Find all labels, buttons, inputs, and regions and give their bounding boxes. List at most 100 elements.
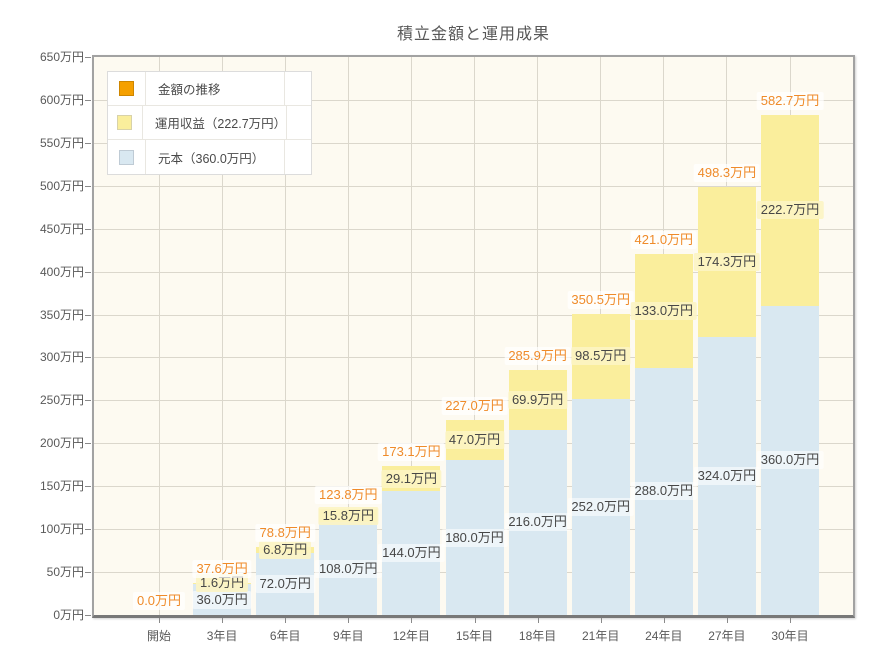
x-axis-label: 12年目 (392, 629, 431, 643)
y-axis-label: 100万円 (39, 522, 84, 537)
legend: 金額の推移 運用収益（222.7万円） 元本（360.0万円） (107, 71, 312, 175)
total-value-label: 78.8万円 (255, 524, 315, 543)
gridline-horizontal (94, 99, 853, 101)
y-axis-tick (85, 99, 91, 101)
x-axis-tick (600, 618, 602, 623)
x-axis-label: 24年目 (645, 629, 683, 643)
legend-item: 金額の推移 (108, 72, 311, 106)
x-axis-label: 開始 (146, 629, 172, 643)
gridline-vertical (474, 57, 475, 615)
y-axis-label: 450万円 (39, 221, 84, 236)
y-axis-tick (85, 443, 91, 445)
gridline-vertical (221, 57, 223, 615)
x-axis-label: 21年目 (582, 629, 620, 643)
x-axis-tick (726, 618, 728, 623)
x-axis-tick (663, 618, 665, 623)
gridline-horizontal (94, 357, 853, 359)
y-axis-label: 550万円 (39, 135, 84, 150)
x-axis-label: 27年目 (708, 629, 746, 643)
y-axis-tick (85, 400, 91, 402)
gridline-horizontal (94, 142, 853, 144)
x-axis-label: 18年目 (518, 629, 557, 643)
bar-group: 252.0万円 98.5万円 350.5万円 (567, 57, 634, 615)
y-axis-label: 250万円 (39, 393, 84, 408)
total-value-label: 498.3万円 (693, 164, 761, 183)
legend-item: 元本（360.0万円） (108, 140, 311, 174)
x-axis-label: 3年目 (206, 629, 238, 643)
y-axis-tick (85, 357, 91, 359)
gridline-vertical (284, 57, 286, 615)
y-axis-tick (85, 615, 91, 616)
gridline-horizontal (94, 185, 853, 187)
profit-value-label: 133.0万円 (630, 301, 698, 320)
profit-value-label: 15.8万円 (318, 506, 378, 525)
profit-value-label: 29.1万円 (381, 469, 442, 488)
x-axis-tick (790, 618, 791, 623)
principal-value-label: 180.0万円 (441, 528, 508, 547)
bar-group: 360.0万円 222.7万円 582.7万円 (756, 57, 824, 615)
y-axis-tick (85, 185, 91, 187)
principal-value-label: 288.0万円 (630, 482, 698, 501)
y-axis-label: 350万円 (39, 307, 84, 322)
total-value-label: 285.9万円 (504, 346, 571, 365)
y-axis-label: 150万円 (39, 479, 84, 494)
bar-group: 144.0万円 29.1万円 173.1万円 (378, 57, 445, 615)
profit-value-label: 6.8万円 (259, 541, 312, 560)
bar-group: 180.0万円 47.0万円 227.0万円 (441, 57, 508, 615)
bar-group: 324.0万円 174.3万円 498.3万円 (693, 57, 761, 615)
total-value-label: 37.6万円 (192, 559, 252, 578)
y-axis-tick (85, 314, 91, 316)
y-axis-label: 500万円 (39, 178, 84, 193)
total-value-label: 227.0万円 (441, 397, 508, 416)
y-axis-tick (85, 572, 91, 574)
y-axis-label: 300万円 (39, 350, 84, 365)
legend-swatch-cell (108, 72, 146, 105)
y-axis-label: 400万円 (39, 264, 84, 279)
bar-group: 36.0万円 1.6万円 37.6万円 (192, 57, 252, 615)
legend-end-cell (287, 106, 311, 139)
profit-value-label: 69.9万円 (507, 390, 568, 409)
x-axis-tick (348, 618, 350, 623)
legend-swatch (119, 81, 134, 96)
total-value-label: 421.0万円 (630, 230, 698, 249)
y-axis-label: 650万円 (39, 50, 84, 64)
gridline-vertical (347, 57, 349, 615)
profit-value-label: 47.0万円 (444, 431, 505, 450)
x-axis-tick (537, 618, 539, 623)
y-axis-label: 0万円 (53, 608, 84, 622)
total-value-label: 173.1万円 (378, 443, 445, 462)
plot-area: 0.0万円 36.0万円 1.6万円 37.6万円 72.0万円 6.8万円 78.8万円 1… (92, 55, 855, 618)
x-axis-label: 30年目 (771, 629, 809, 643)
gridline-horizontal (94, 314, 853, 316)
bar-group: 288.0万円 133.0万円 421.0万円 (630, 57, 698, 615)
gridline-vertical (158, 57, 160, 615)
profit-value-label: 174.3万円 (693, 253, 761, 272)
chart-title: 積立金額と運用成果 (396, 26, 550, 43)
y-axis-tick (85, 529, 91, 531)
legend-end-cell (285, 72, 311, 105)
gridline-vertical (410, 57, 412, 615)
total-value-label: 350.5万円 (567, 291, 634, 310)
legend-swatch-cell (108, 106, 143, 139)
bar-group: 72.0万円 6.8万円 78.8万円 (255, 57, 315, 615)
x-axis-label: 15年目 (455, 629, 494, 643)
principal-value-label: 144.0万円 (378, 544, 445, 563)
legend-swatch (119, 149, 134, 165)
gridline-vertical (537, 57, 539, 615)
principal-value-label: 324.0万円 (693, 466, 761, 485)
y-axis-label: 600万円 (39, 92, 84, 107)
x-axis-tick (474, 618, 476, 623)
y-axis-tick (85, 271, 91, 273)
total-value-label: 0.0万円 (132, 592, 186, 610)
profit-value-label: 98.5万円 (571, 347, 631, 366)
y-axis-tick (85, 228, 91, 230)
y-axis-tick (85, 486, 91, 488)
principal-value-label: 72.0万円 (255, 575, 315, 594)
legend-swatch (117, 115, 133, 130)
bar-group: 216.0万円 69.9万円 285.9万円 (504, 57, 571, 615)
principal-value-label: 252.0万円 (567, 497, 634, 516)
x-axis-tick (411, 618, 413, 623)
legend-label: 金額の推移 (146, 72, 285, 105)
bar-group: 108.0万円 15.8万円 123.8万円 (315, 57, 382, 615)
